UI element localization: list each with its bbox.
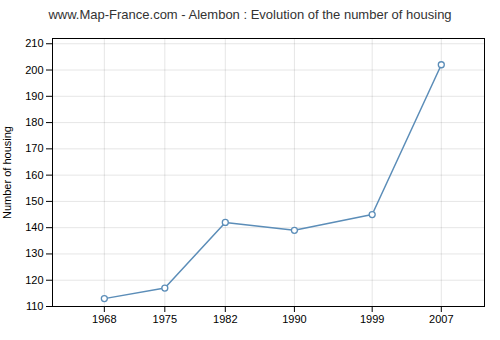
svg-text:1968: 1968 (92, 313, 116, 325)
svg-text:130: 130 (25, 247, 43, 259)
svg-text:1982: 1982 (213, 313, 237, 325)
svg-text:1975: 1975 (153, 313, 177, 325)
svg-text:1999: 1999 (360, 313, 384, 325)
svg-text:120: 120 (25, 274, 43, 286)
svg-text:180: 180 (25, 116, 43, 128)
html-text:www.Map-France.com - Alembon :: www.Map-France.com - Alembon : Evolution… (48, 7, 452, 22)
svg-text:160: 160 (25, 169, 43, 181)
svg-text:1990: 1990 (282, 313, 306, 325)
svg-text:140: 140 (25, 221, 43, 233)
svg-text:110: 110 (26, 300, 44, 312)
svg-text:210: 210 (25, 37, 43, 49)
svg-text:2007: 2007 (429, 313, 453, 325)
svg-text:190: 190 (25, 90, 43, 102)
svg-text:200: 200 (25, 64, 43, 76)
svg-text:150: 150 (25, 195, 43, 207)
svg-text:170: 170 (25, 142, 43, 154)
svg-text:Number of housing: Number of housing (1, 126, 13, 219)
